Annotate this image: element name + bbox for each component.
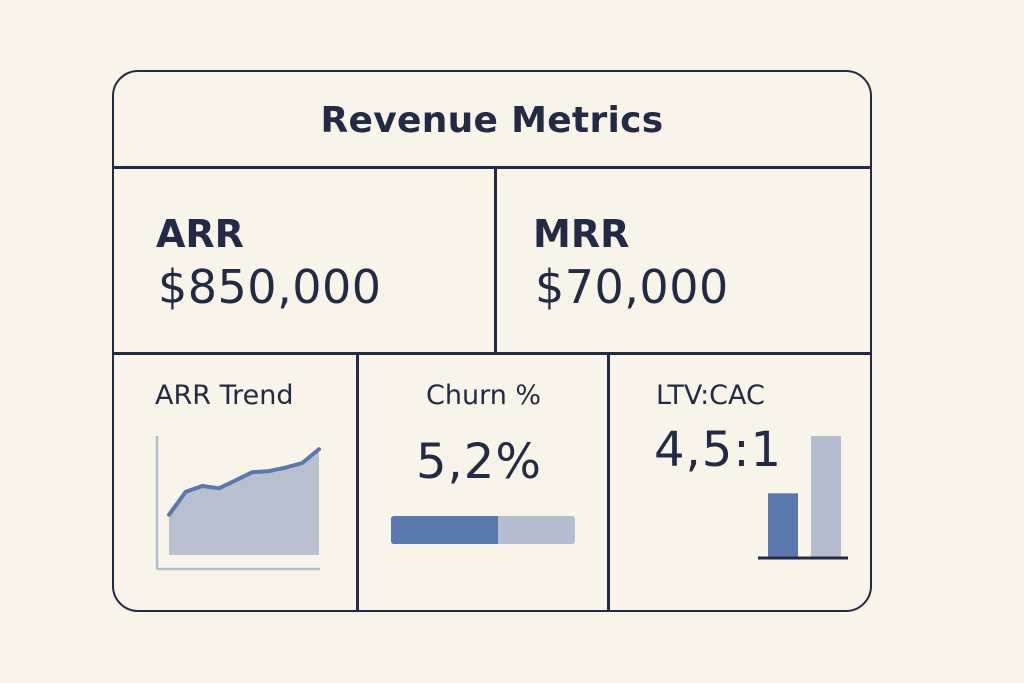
card-title: Revenue Metrics bbox=[320, 99, 664, 141]
churn-progress-bar bbox=[391, 516, 575, 544]
arr-label: ARR bbox=[156, 212, 244, 256]
mrr-label: MRR bbox=[533, 212, 630, 256]
arr-value: $850,000 bbox=[158, 260, 382, 314]
arr-trend-chart bbox=[155, 436, 321, 571]
ltv-cac-value: 4,5:1 bbox=[654, 422, 783, 478]
ltv-cac-bar-ltv bbox=[811, 436, 841, 558]
widget-divider-right bbox=[607, 352, 610, 610]
churn-progress-fill bbox=[391, 516, 498, 544]
arr-trend-label: ARR Trend bbox=[155, 380, 294, 411]
arr-trend-line bbox=[167, 447, 321, 517]
revenue-metrics-card: Revenue Metrics ARR $850,000 MRR $70,000… bbox=[112, 70, 872, 612]
ltv-cac-chart bbox=[758, 436, 848, 560]
widget-divider-left bbox=[356, 352, 359, 610]
churn-label: Churn % bbox=[426, 380, 542, 411]
mrr-value: $70,000 bbox=[535, 260, 729, 314]
kpi-divider bbox=[114, 352, 870, 355]
title-divider bbox=[114, 166, 870, 169]
churn-value: 5,2% bbox=[416, 434, 542, 490]
ltv-cac-bar-cac bbox=[768, 493, 798, 558]
kpi-column-divider bbox=[494, 166, 497, 354]
arr-trend-area bbox=[169, 449, 319, 555]
ltv-cac-label: LTV:CAC bbox=[656, 380, 765, 411]
